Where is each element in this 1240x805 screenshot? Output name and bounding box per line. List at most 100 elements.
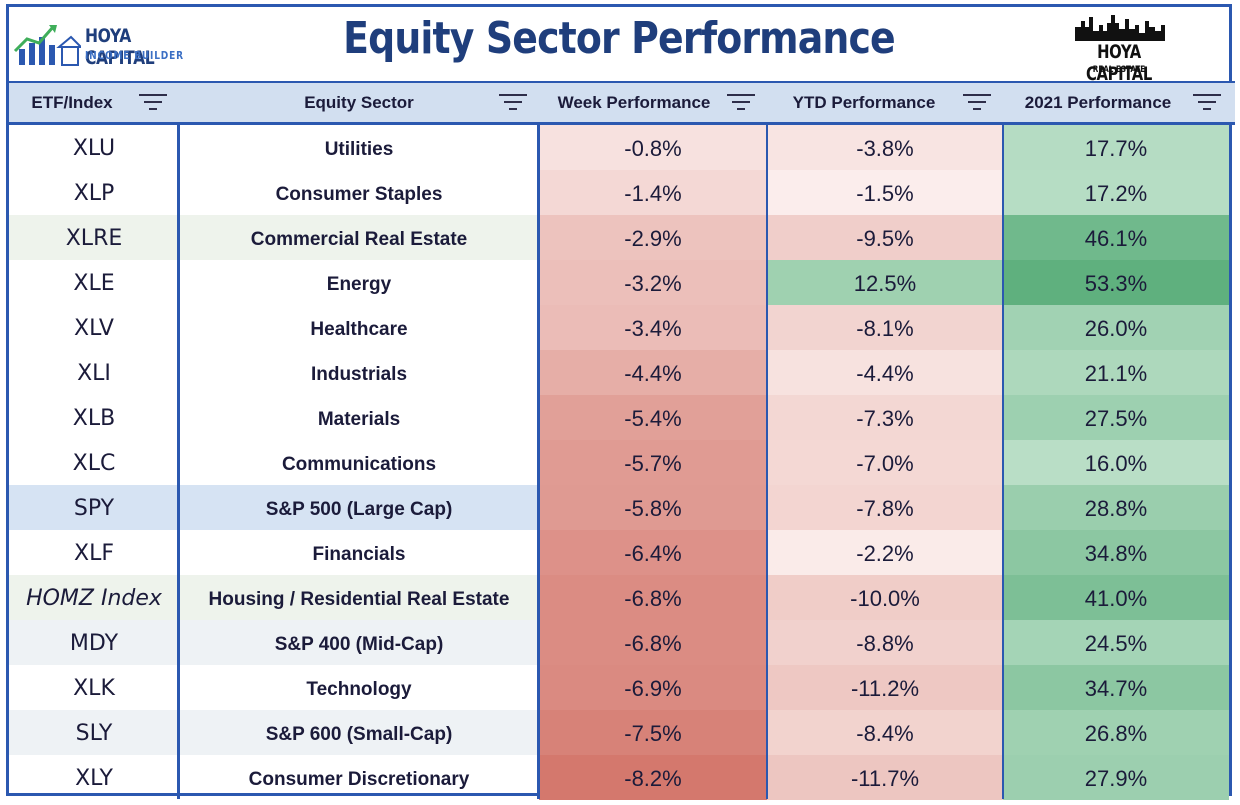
house-chart-icon <box>13 25 81 66</box>
etf-cell: MDY <box>69 631 119 656</box>
week-performance-cell: -0.8% <box>539 125 767 170</box>
week-performance-cell: -8.2% <box>539 755 767 800</box>
ytd-performance-cell: -10.0% <box>767 575 1003 620</box>
sector-cell: Materials <box>317 409 401 430</box>
hoya-capital-real-estate-logo: HOYA CAPITAL REAL ESTATE <box>1067 13 1171 85</box>
ytd-performance-cell: -2.2% <box>767 530 1003 575</box>
sector-cell: Technology <box>306 679 412 700</box>
week-performance-cell: -5.7% <box>539 440 767 485</box>
etf-cell: XLK <box>73 676 115 701</box>
sector-cell: Energy <box>326 274 392 295</box>
table-row: SLY S&P 600 (Small-Cap) -7.5% -8.4% 26.8% <box>9 710 1229 755</box>
sector-cell: Healthcare <box>310 319 408 340</box>
column-divider <box>537 125 540 799</box>
etf-cell: XLY <box>75 766 113 791</box>
2021-performance-cell: 26.8% <box>1003 710 1229 755</box>
filter-icon[interactable] <box>1193 94 1221 112</box>
ytd-performance-cell: -9.5% <box>767 215 1003 260</box>
2021-performance-cell: 27.9% <box>1003 755 1229 800</box>
sector-cell: Financials <box>312 544 406 565</box>
filter-icon[interactable] <box>499 94 527 112</box>
week-performance-cell: -6.9% <box>539 665 767 710</box>
table-frame: HOYA CAPITAL INCOME BUILDER Equity Secto… <box>6 4 1235 800</box>
2021-performance-cell: 27.5% <box>1003 395 1229 440</box>
etf-cell: XLC <box>72 451 116 476</box>
city-skyline-icon <box>1075 15 1165 41</box>
etf-cell: XLE <box>73 271 115 296</box>
ytd-performance-cell: -11.7% <box>767 755 1003 800</box>
header-etf[interactable]: ETF/Index <box>31 93 113 112</box>
sector-cell: Housing / Residential Real Estate <box>208 589 510 610</box>
etf-cell: XLI <box>77 361 111 386</box>
logo-right-brand: HOYA CAPITAL <box>1086 41 1152 85</box>
sector-cell: S&P 400 (Mid-Cap) <box>274 634 444 655</box>
etf-cell: SLY <box>75 721 113 746</box>
week-performance-cell: -5.8% <box>539 485 767 530</box>
sector-cell: S&P 500 (Large Cap) <box>265 499 453 520</box>
week-performance-cell: -5.4% <box>539 395 767 440</box>
table-row: XLE Energy -3.2% 12.5% 53.3% <box>9 260 1229 305</box>
etf-cell: SPY <box>73 496 115 521</box>
logo-left-brand: HOYA CAPITAL <box>85 25 155 69</box>
ytd-performance-cell: -8.1% <box>767 305 1003 350</box>
ytd-performance-cell: -7.3% <box>767 395 1003 440</box>
sector-cell: Consumer Discretionary <box>248 769 470 790</box>
2021-performance-cell: 28.8% <box>1003 485 1229 530</box>
2021-performance-cell: 34.7% <box>1003 665 1229 710</box>
2021-performance-cell: 17.2% <box>1003 170 1229 215</box>
logo-left-subtitle: INCOME BUILDER <box>85 49 184 62</box>
table-body: XLU Utilities -0.8% -3.8% 17.7% XLP Consumer S… <box>9 125 1229 800</box>
etf-cell: XLRE <box>65 226 123 251</box>
2021-performance-cell: 17.7% <box>1003 125 1229 170</box>
ytd-performance-cell: -8.4% <box>767 710 1003 755</box>
ytd-performance-cell: -11.2% <box>767 665 1003 710</box>
week-performance-cell: -1.4% <box>539 170 767 215</box>
ytd-performance-cell: 12.5% <box>767 260 1003 305</box>
table-row: HOMZ Index Housing / Residential Real Est… <box>9 575 1229 620</box>
table-row: XLI Industrials -4.4% -4.4% 21.1% <box>9 350 1229 395</box>
table-row: XLRE Commercial Real Estate -2.9% -9.5% 46.1… <box>9 215 1229 260</box>
table-row: XLC Communications -5.7% -7.0% 16.0% <box>9 440 1229 485</box>
week-performance-cell: -2.9% <box>539 215 767 260</box>
table-row: MDY S&P 400 (Mid-Cap) -6.8% -8.8% 24.5% <box>9 620 1229 665</box>
ytd-performance-cell: -7.0% <box>767 440 1003 485</box>
2021-performance-cell: 26.0% <box>1003 305 1229 350</box>
hoya-capital-income-builder-logo: HOYA CAPITAL INCOME BUILDER <box>13 21 213 71</box>
header-ytd[interactable]: YTD Performance <box>792 93 936 112</box>
etf-cell: HOMZ Index <box>26 586 162 611</box>
table-row: XLV Healthcare -3.4% -8.1% 26.0% <box>9 305 1229 350</box>
column-divider <box>766 125 768 799</box>
header-week[interactable]: Week Performance <box>557 93 711 112</box>
column-divider <box>177 125 180 799</box>
sector-cell: S&P 600 (Small-Cap) <box>265 724 453 745</box>
header-sector[interactable]: Equity Sector <box>304 93 414 112</box>
ytd-performance-cell: -7.8% <box>767 485 1003 530</box>
sector-cell: Communications <box>281 454 437 475</box>
2021-performance-cell: 46.1% <box>1003 215 1229 260</box>
table-header: ETF/Index Equity Sector Week Performance… <box>9 81 1235 125</box>
etf-cell: XLV <box>74 316 114 341</box>
filter-icon[interactable] <box>963 94 991 112</box>
2021-performance-cell: 21.1% <box>1003 350 1229 395</box>
sector-cell: Utilities <box>324 139 394 160</box>
ytd-performance-cell: -8.8% <box>767 620 1003 665</box>
filter-icon[interactable] <box>727 94 755 112</box>
header-2021[interactable]: 2021 Performance <box>1024 93 1172 112</box>
2021-performance-cell: 24.5% <box>1003 620 1229 665</box>
filter-icon[interactable] <box>139 94 167 112</box>
table-row: XLY Consumer Discretionary -8.2% -11.7% 27.9… <box>9 755 1229 800</box>
page-title: Equity Sector Performance <box>343 13 896 64</box>
sector-cell: Industrials <box>310 364 408 385</box>
week-performance-cell: -3.4% <box>539 305 767 350</box>
ytd-performance-cell: -3.8% <box>767 125 1003 170</box>
table-row: XLK Technology -6.9% -11.2% 34.7% <box>9 665 1229 710</box>
week-performance-cell: -6.8% <box>539 575 767 620</box>
2021-performance-cell: 41.0% <box>1003 575 1229 620</box>
etf-cell: XLB <box>72 406 116 431</box>
ytd-performance-cell: -4.4% <box>767 350 1003 395</box>
week-performance-cell: -6.8% <box>539 620 767 665</box>
table-row: XLU Utilities -0.8% -3.8% 17.7% <box>9 125 1229 170</box>
2021-performance-cell: 34.8% <box>1003 530 1229 575</box>
logo-right-subtitle: REAL ESTATE <box>1092 65 1146 75</box>
ytd-performance-cell: -1.5% <box>767 170 1003 215</box>
